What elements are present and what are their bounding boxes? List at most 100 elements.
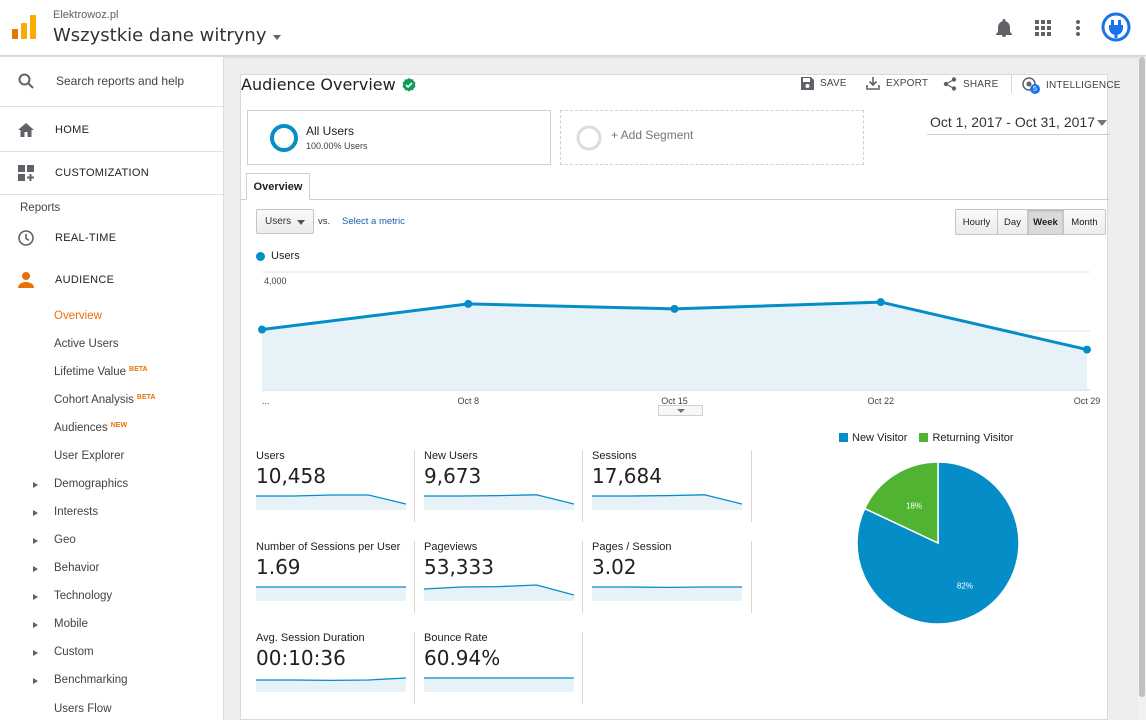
data-point	[670, 304, 679, 313]
tile-divider	[414, 450, 415, 522]
metric-label: Sessions	[592, 450, 637, 462]
reports-heading: Reports	[20, 202, 61, 214]
sidebar-item-technology[interactable]: Technology	[54, 590, 113, 602]
segment-name: All Users	[306, 124, 355, 138]
sidebar-item-realtime[interactable]: REAL-TIME	[0, 217, 224, 259]
metric-tile[interactable]: Number of Sessions per User 1.69	[256, 541, 414, 613]
expand-arrow-icon	[33, 538, 38, 544]
pie-data-label: 82%	[957, 581, 973, 590]
metric-tile[interactable]: Avg. Session Duration 00:10:36	[256, 632, 414, 704]
metric-label: New Users	[424, 450, 478, 462]
sidebar-item-lifetime-value[interactable]: Lifetime Value BETA	[54, 366, 148, 378]
search-icon	[18, 73, 34, 89]
page-title-text: Audience Overview	[241, 75, 396, 94]
save-button[interactable]: SAVE	[801, 77, 847, 90]
sparkline-area	[256, 678, 406, 692]
granularity-day[interactable]: Day	[998, 210, 1028, 234]
save-label: SAVE	[820, 78, 847, 89]
sidebar-item-interests[interactable]: Interests	[54, 506, 99, 518]
sparkline-area	[592, 587, 742, 601]
granularity-month[interactable]: Month	[1064, 210, 1105, 234]
metric-dropdown[interactable]: Users	[256, 209, 314, 234]
chart-resize-handle[interactable]	[658, 405, 703, 416]
sidebar-item-benchmarking[interactable]: Benchmarking	[54, 674, 128, 686]
sidebar-item-audience[interactable]: AUDIENCE	[0, 259, 224, 301]
sidebar-item-demographics[interactable]: Demographics	[54, 478, 129, 490]
intelligence-button[interactable]: 5 INTELLIGENCE	[1022, 77, 1121, 94]
sidebar-item-behavior[interactable]: Behavior	[54, 562, 100, 574]
metric-tile[interactable]: Pages / Session 3.02	[592, 541, 750, 613]
sidebar-label-audience: AUDIENCE	[55, 274, 115, 286]
expand-arrow-icon	[33, 678, 38, 684]
metric-tile[interactable]: New Users 9,673	[424, 450, 582, 522]
pie-legend-returning: Returning Visitor	[919, 432, 1014, 444]
granularity-week[interactable]: Week	[1028, 210, 1064, 234]
metric-value: 00:10:36	[256, 646, 346, 670]
sidebar-item-home[interactable]: HOME	[0, 109, 224, 151]
clock-icon	[18, 230, 34, 246]
sparkline-area	[592, 494, 742, 510]
apps-grid-icon[interactable]	[1031, 16, 1055, 40]
granularity-hourly[interactable]: Hourly	[956, 210, 998, 234]
metric-sparkline	[592, 494, 742, 510]
analytics-logo[interactable]	[12, 15, 36, 39]
sidebar-item-user-explorer[interactable]: User Explorer	[54, 450, 125, 462]
share-button[interactable]: SHARE	[943, 77, 998, 91]
account-avatar[interactable]	[1101, 12, 1131, 42]
sidebar-item-active-users[interactable]: Active Users	[54, 338, 119, 350]
date-range-text: Oct 1, 2017 - Oct 31, 2017	[930, 114, 1095, 130]
intelligence-icon: 5	[1022, 77, 1040, 94]
expand-arrow-icon	[33, 594, 38, 600]
notifications-icon[interactable]	[992, 16, 1016, 40]
metric-tile[interactable]: Bounce Rate 60.94%	[424, 632, 582, 704]
expand-arrow-icon	[33, 482, 38, 488]
add-segment-button[interactable]: + Add Segment	[560, 110, 864, 165]
property-name: Wszystkie dane witryny	[53, 25, 267, 46]
metric-value: 53,333	[424, 555, 494, 579]
sidebar-item-users-flow[interactable]: Users Flow	[54, 703, 112, 715]
sidebar-label-customization: CUSTOMIZATION	[55, 167, 149, 179]
page-title: Audience Overview	[241, 75, 416, 94]
chart-legend: Users	[256, 250, 300, 262]
sparkline-area	[256, 587, 406, 601]
sidebar-item-customization[interactable]: CUSTOMIZATION	[0, 152, 224, 194]
select-metric-link[interactable]: Select a metric	[342, 216, 405, 227]
pie-legend-new: New Visitor	[839, 432, 907, 444]
save-icon	[801, 77, 814, 90]
scrollbar-thumb[interactable]	[1139, 57, 1145, 697]
expand-arrow-icon	[33, 566, 38, 572]
top-bar: Elektrowoz.pl Wszystkie dane witryny	[0, 0, 1146, 56]
sidebar-item-overview[interactable]: Overview	[54, 310, 102, 322]
beta-badge: BETA	[136, 394, 156, 401]
sidebar-item-custom[interactable]: Custom	[54, 646, 94, 658]
verified-check-icon	[402, 77, 416, 91]
customization-icon	[18, 165, 34, 181]
home-icon	[18, 123, 34, 137]
sidebar-item-cohort-analysis[interactable]: Cohort Analysis BETA	[54, 394, 156, 406]
series-area	[262, 302, 1087, 390]
page-scrollbar[interactable]	[1138, 57, 1146, 720]
new-badge: NEW	[110, 422, 128, 429]
date-range-picker[interactable]: Oct 1, 2017 - Oct 31, 2017	[927, 111, 1110, 135]
segment-all-users[interactable]: All Users 100.00% Users	[247, 110, 551, 165]
more-vert-icon[interactable]	[1066, 16, 1090, 40]
metric-tile[interactable]: Pageviews 53,333	[424, 541, 582, 613]
tab-overview[interactable]: Overview	[246, 173, 310, 200]
pie-legend: New Visitor Returning Visitor	[839, 432, 1014, 444]
sidebar-item-audiences[interactable]: Audiences NEW	[54, 422, 128, 434]
sidebar-search[interactable]: Search reports and help	[0, 57, 224, 107]
metric-label: Pageviews	[424, 541, 478, 553]
metric-tile[interactable]: Sessions 17,684	[592, 450, 750, 522]
property-selector[interactable]: Wszystkie dane witryny	[53, 25, 281, 46]
export-button[interactable]: EXPORT	[866, 77, 928, 90]
metric-tile[interactable]: Users 10,458	[256, 450, 414, 522]
sidebar-item-geo[interactable]: Geo	[54, 534, 76, 546]
account-name: Elektrowoz.pl	[53, 9, 119, 21]
empty-segment-icon	[576, 125, 602, 151]
sparkline-line	[256, 494, 406, 505]
sidebar-item-mobile[interactable]: Mobile	[54, 618, 88, 630]
x-tick-label: Oct 29	[1074, 396, 1101, 406]
chevron-down-icon	[297, 220, 305, 225]
sparkline-area	[256, 495, 406, 510]
